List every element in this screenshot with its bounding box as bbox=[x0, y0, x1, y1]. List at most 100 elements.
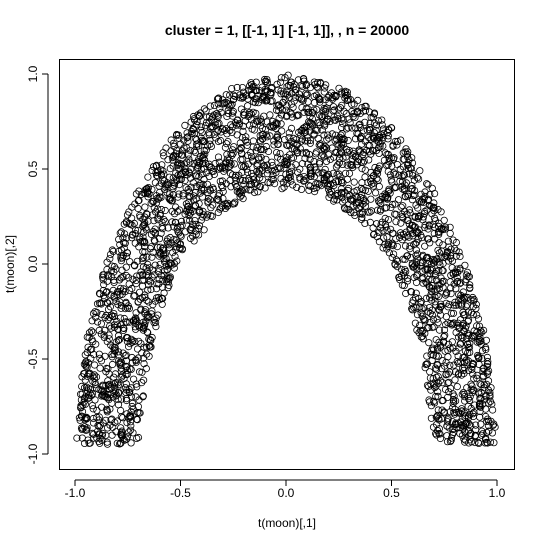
scatter-point bbox=[389, 250, 398, 258]
scatter-point bbox=[333, 196, 341, 204]
scatter-point bbox=[285, 134, 293, 142]
scatter-point bbox=[119, 273, 127, 281]
scatter-point bbox=[341, 169, 350, 177]
scatter-point bbox=[185, 208, 193, 216]
scatter-point bbox=[438, 406, 446, 414]
plot-frame bbox=[59, 59, 515, 470]
scatter-point bbox=[140, 321, 149, 330]
scatter-point bbox=[131, 291, 139, 300]
scatter-point bbox=[316, 96, 324, 104]
scatter-point bbox=[469, 410, 477, 418]
scatter-point bbox=[429, 316, 437, 324]
scatter-point bbox=[195, 207, 203, 215]
scatter-point bbox=[145, 313, 153, 321]
scatter-point bbox=[430, 397, 438, 405]
scatter-point bbox=[444, 370, 452, 378]
scatter-point bbox=[449, 390, 457, 398]
scatter-point bbox=[477, 420, 485, 428]
scatter-point bbox=[174, 159, 182, 167]
scatter-point bbox=[175, 181, 183, 189]
scatter-point bbox=[428, 323, 436, 332]
scatter-point bbox=[249, 108, 257, 116]
scatter-point bbox=[143, 350, 151, 358]
scatter-point bbox=[104, 424, 112, 432]
scatter-point bbox=[254, 188, 262, 196]
scatter-point bbox=[84, 370, 93, 378]
scatter-point bbox=[211, 159, 219, 168]
scatter-point bbox=[432, 365, 440, 373]
scatter-point bbox=[222, 91, 230, 99]
scatter-point bbox=[481, 343, 490, 352]
scatter-point bbox=[395, 273, 403, 281]
scatter-point bbox=[416, 167, 424, 175]
scatter-point bbox=[483, 438, 491, 446]
scatter-point bbox=[189, 125, 197, 133]
scatter-point bbox=[461, 397, 469, 405]
scatter-point bbox=[377, 221, 385, 229]
scatter-point bbox=[239, 111, 248, 119]
scatter-point bbox=[475, 439, 483, 447]
scatter-point bbox=[123, 211, 132, 219]
scatter-point bbox=[214, 137, 223, 146]
scatter-point bbox=[227, 160, 235, 168]
scatter-point bbox=[135, 243, 143, 251]
scatter-point bbox=[229, 107, 237, 116]
scatter-point bbox=[143, 210, 151, 218]
scatter-point bbox=[222, 125, 230, 133]
scatter-point bbox=[113, 288, 122, 296]
scatter-point bbox=[99, 271, 107, 279]
scatter-point bbox=[160, 170, 168, 178]
scatter-point bbox=[355, 205, 363, 213]
scatter-point bbox=[322, 105, 330, 114]
scatter-point bbox=[413, 263, 421, 271]
scatter-point bbox=[410, 176, 418, 184]
scatter-point bbox=[119, 324, 127, 332]
scatter-point bbox=[399, 202, 407, 210]
scatter-point bbox=[110, 309, 118, 318]
scatter-point bbox=[347, 196, 356, 204]
scatter-point bbox=[247, 149, 255, 157]
scatter-point bbox=[223, 140, 231, 148]
scatter-point bbox=[165, 244, 173, 252]
scatter-point bbox=[77, 412, 86, 420]
scatter-point bbox=[490, 439, 498, 447]
scatter-point bbox=[184, 133, 192, 141]
scatter-point bbox=[473, 351, 482, 360]
scatter-point bbox=[158, 218, 166, 226]
scatter-point bbox=[134, 433, 143, 442]
scatter-point bbox=[402, 289, 410, 298]
scatter-point bbox=[106, 313, 114, 322]
scatter-point bbox=[135, 323, 143, 331]
scatter-point bbox=[168, 207, 176, 215]
scatter-point bbox=[131, 314, 140, 322]
scatter-point bbox=[431, 298, 439, 306]
scatter-point bbox=[409, 296, 417, 304]
scatter-point bbox=[111, 418, 119, 427]
scatter-point bbox=[431, 235, 439, 243]
scatter-point bbox=[113, 317, 121, 325]
scatter-point bbox=[461, 428, 469, 436]
scatter-point bbox=[226, 169, 235, 177]
scatter-point bbox=[471, 332, 479, 340]
scatter-point bbox=[338, 139, 346, 147]
scatter-point bbox=[434, 392, 442, 400]
scatter-point bbox=[446, 284, 455, 292]
scatter-point bbox=[274, 164, 282, 173]
scatter-point bbox=[442, 290, 451, 298]
scatter-point bbox=[240, 88, 248, 96]
scatter-point bbox=[278, 127, 286, 135]
scatter-point bbox=[454, 301, 463, 309]
scatter-point bbox=[432, 301, 440, 309]
scatter-point bbox=[401, 255, 409, 263]
scatter-point bbox=[445, 424, 453, 432]
scatter-point bbox=[158, 294, 166, 302]
scatter-point bbox=[200, 226, 208, 234]
scatter-point bbox=[460, 435, 468, 443]
scatter-point bbox=[191, 201, 199, 209]
scatter-point bbox=[89, 309, 98, 318]
scatter-point bbox=[335, 155, 343, 163]
scatter-point bbox=[81, 351, 89, 359]
scatter-point bbox=[336, 104, 345, 112]
scatter-point bbox=[134, 226, 142, 234]
scatter-point bbox=[129, 231, 137, 239]
